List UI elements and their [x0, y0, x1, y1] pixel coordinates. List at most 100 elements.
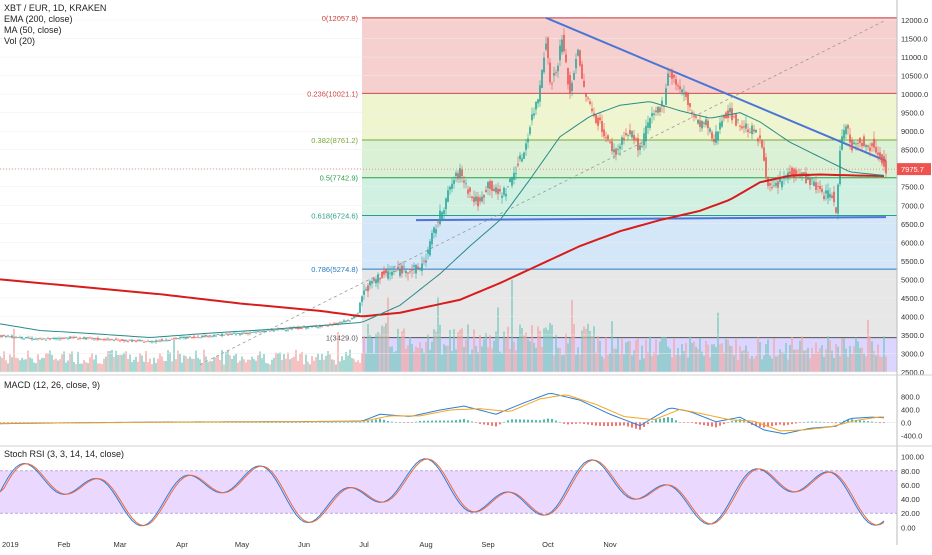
macd-histogram-bar: [483, 422, 485, 425]
candle-body: [737, 119, 739, 121]
macd-histogram-bar: [555, 420, 557, 423]
volume-bar: [209, 360, 211, 372]
volume-bar: [447, 345, 449, 372]
candle-body: [229, 333, 231, 335]
macd-histogram-bar: [815, 421, 817, 423]
volume-bar: [797, 349, 799, 372]
candle-body: [503, 187, 505, 195]
volume-bar: [255, 360, 257, 372]
macd-histogram-bar: [531, 419, 533, 423]
ema-legend[interactable]: EMA (200, close): [4, 14, 73, 24]
candle-body: [765, 157, 767, 177]
volume-bar: [337, 332, 339, 372]
candle-body: [831, 195, 833, 198]
candle-body: [557, 65, 559, 72]
volume-bar: [153, 357, 155, 372]
stoch-tick-label: 0.00: [901, 523, 916, 532]
candle-body: [649, 118, 651, 128]
volume-bar: [791, 337, 793, 372]
macd-histogram-bar: [567, 422, 569, 425]
macd-histogram-bar: [459, 419, 461, 423]
macd-histogram-bar: [439, 420, 441, 423]
candle-body: [227, 334, 229, 336]
candle-body: [137, 340, 139, 342]
candle-body: [269, 330, 271, 332]
volume-bar: [653, 352, 655, 372]
volume-bar: [77, 351, 79, 372]
candle-body: [347, 320, 349, 322]
volume-bar: [693, 341, 695, 372]
candle-body: [603, 129, 605, 137]
macd-histogram-bar: [871, 421, 873, 423]
volume-bar: [273, 357, 275, 372]
volume-bar: [565, 333, 567, 372]
symbol-title[interactable]: XBT / EUR, 1D, KRAKEN: [4, 3, 107, 13]
ma-legend[interactable]: MA (50, close): [4, 25, 62, 35]
volume-bar: [507, 326, 509, 372]
volume-bar: [397, 328, 399, 372]
candle-body: [421, 263, 423, 271]
volume-bar: [755, 355, 757, 372]
candle-body: [775, 182, 777, 186]
macd-histogram-bar: [7, 422, 9, 423]
candle-body: [513, 172, 515, 180]
candle-body: [327, 325, 329, 327]
fib-level-label: 0.382(8761.2): [311, 136, 358, 145]
volume-bar: [61, 354, 63, 372]
macd-histogram-bar: [655, 419, 657, 423]
volume-bar: [67, 360, 69, 372]
volume-bar: [73, 361, 75, 372]
candle-body: [57, 338, 59, 339]
volume-bar: [117, 354, 119, 372]
volume-bar: [299, 353, 301, 372]
candle-body: [489, 180, 491, 189]
macd-histogram-bar: [383, 419, 385, 423]
volume-bar: [629, 340, 631, 372]
candle-body: [883, 156, 885, 167]
volume-bar: [811, 347, 813, 372]
volume-bar: [527, 339, 529, 372]
volume-bar: [719, 344, 721, 372]
candle-body: [851, 139, 853, 151]
volume-bar: [703, 355, 705, 372]
vol-legend[interactable]: Vol (20): [4, 36, 36, 46]
candle-body: [103, 338, 105, 340]
candle-body: [561, 39, 563, 53]
candle-body: [877, 152, 879, 155]
candle-body: [499, 189, 501, 192]
volume-bar: [745, 345, 747, 372]
candle-body: [281, 329, 283, 331]
macd-signal-line: [0, 394, 885, 432]
macd-histogram-bar: [735, 420, 737, 423]
stoch-legend[interactable]: Stoch RSI (3, 3, 14, 14, close): [4, 449, 125, 459]
macd-histogram-bar: [719, 422, 721, 426]
macd-legend[interactable]: MACD (12, 26, close, 9): [4, 380, 101, 390]
volume-bar: [203, 349, 205, 372]
volume-bar: [593, 326, 595, 372]
candle-body: [41, 338, 43, 340]
volume-bar: [123, 352, 125, 372]
candle-body: [289, 327, 291, 330]
volume-bar: [91, 353, 93, 372]
volume-bar: [225, 351, 227, 372]
volume-bar: [105, 356, 107, 372]
candle-body: [101, 339, 103, 341]
candle-body: [147, 340, 149, 342]
candle-body: [549, 62, 551, 83]
macd-histogram-bar: [287, 422, 289, 423]
volume-bar: [415, 346, 417, 372]
volume-bar: [645, 339, 647, 372]
candle-body: [305, 327, 307, 329]
volume-bar: [431, 341, 433, 372]
volume-bar: [827, 336, 829, 372]
macd-histogram-bar: [407, 422, 409, 423]
candle-body: [455, 172, 457, 177]
candle-body: [789, 171, 791, 174]
volume-bar: [97, 363, 99, 372]
macd-histogram-bar: [831, 422, 833, 423]
volume-bar: [685, 342, 687, 372]
candle-body: [611, 141, 613, 152]
volume-bar: [861, 347, 863, 372]
candle-body: [837, 184, 839, 214]
candle-body: [627, 134, 629, 136]
